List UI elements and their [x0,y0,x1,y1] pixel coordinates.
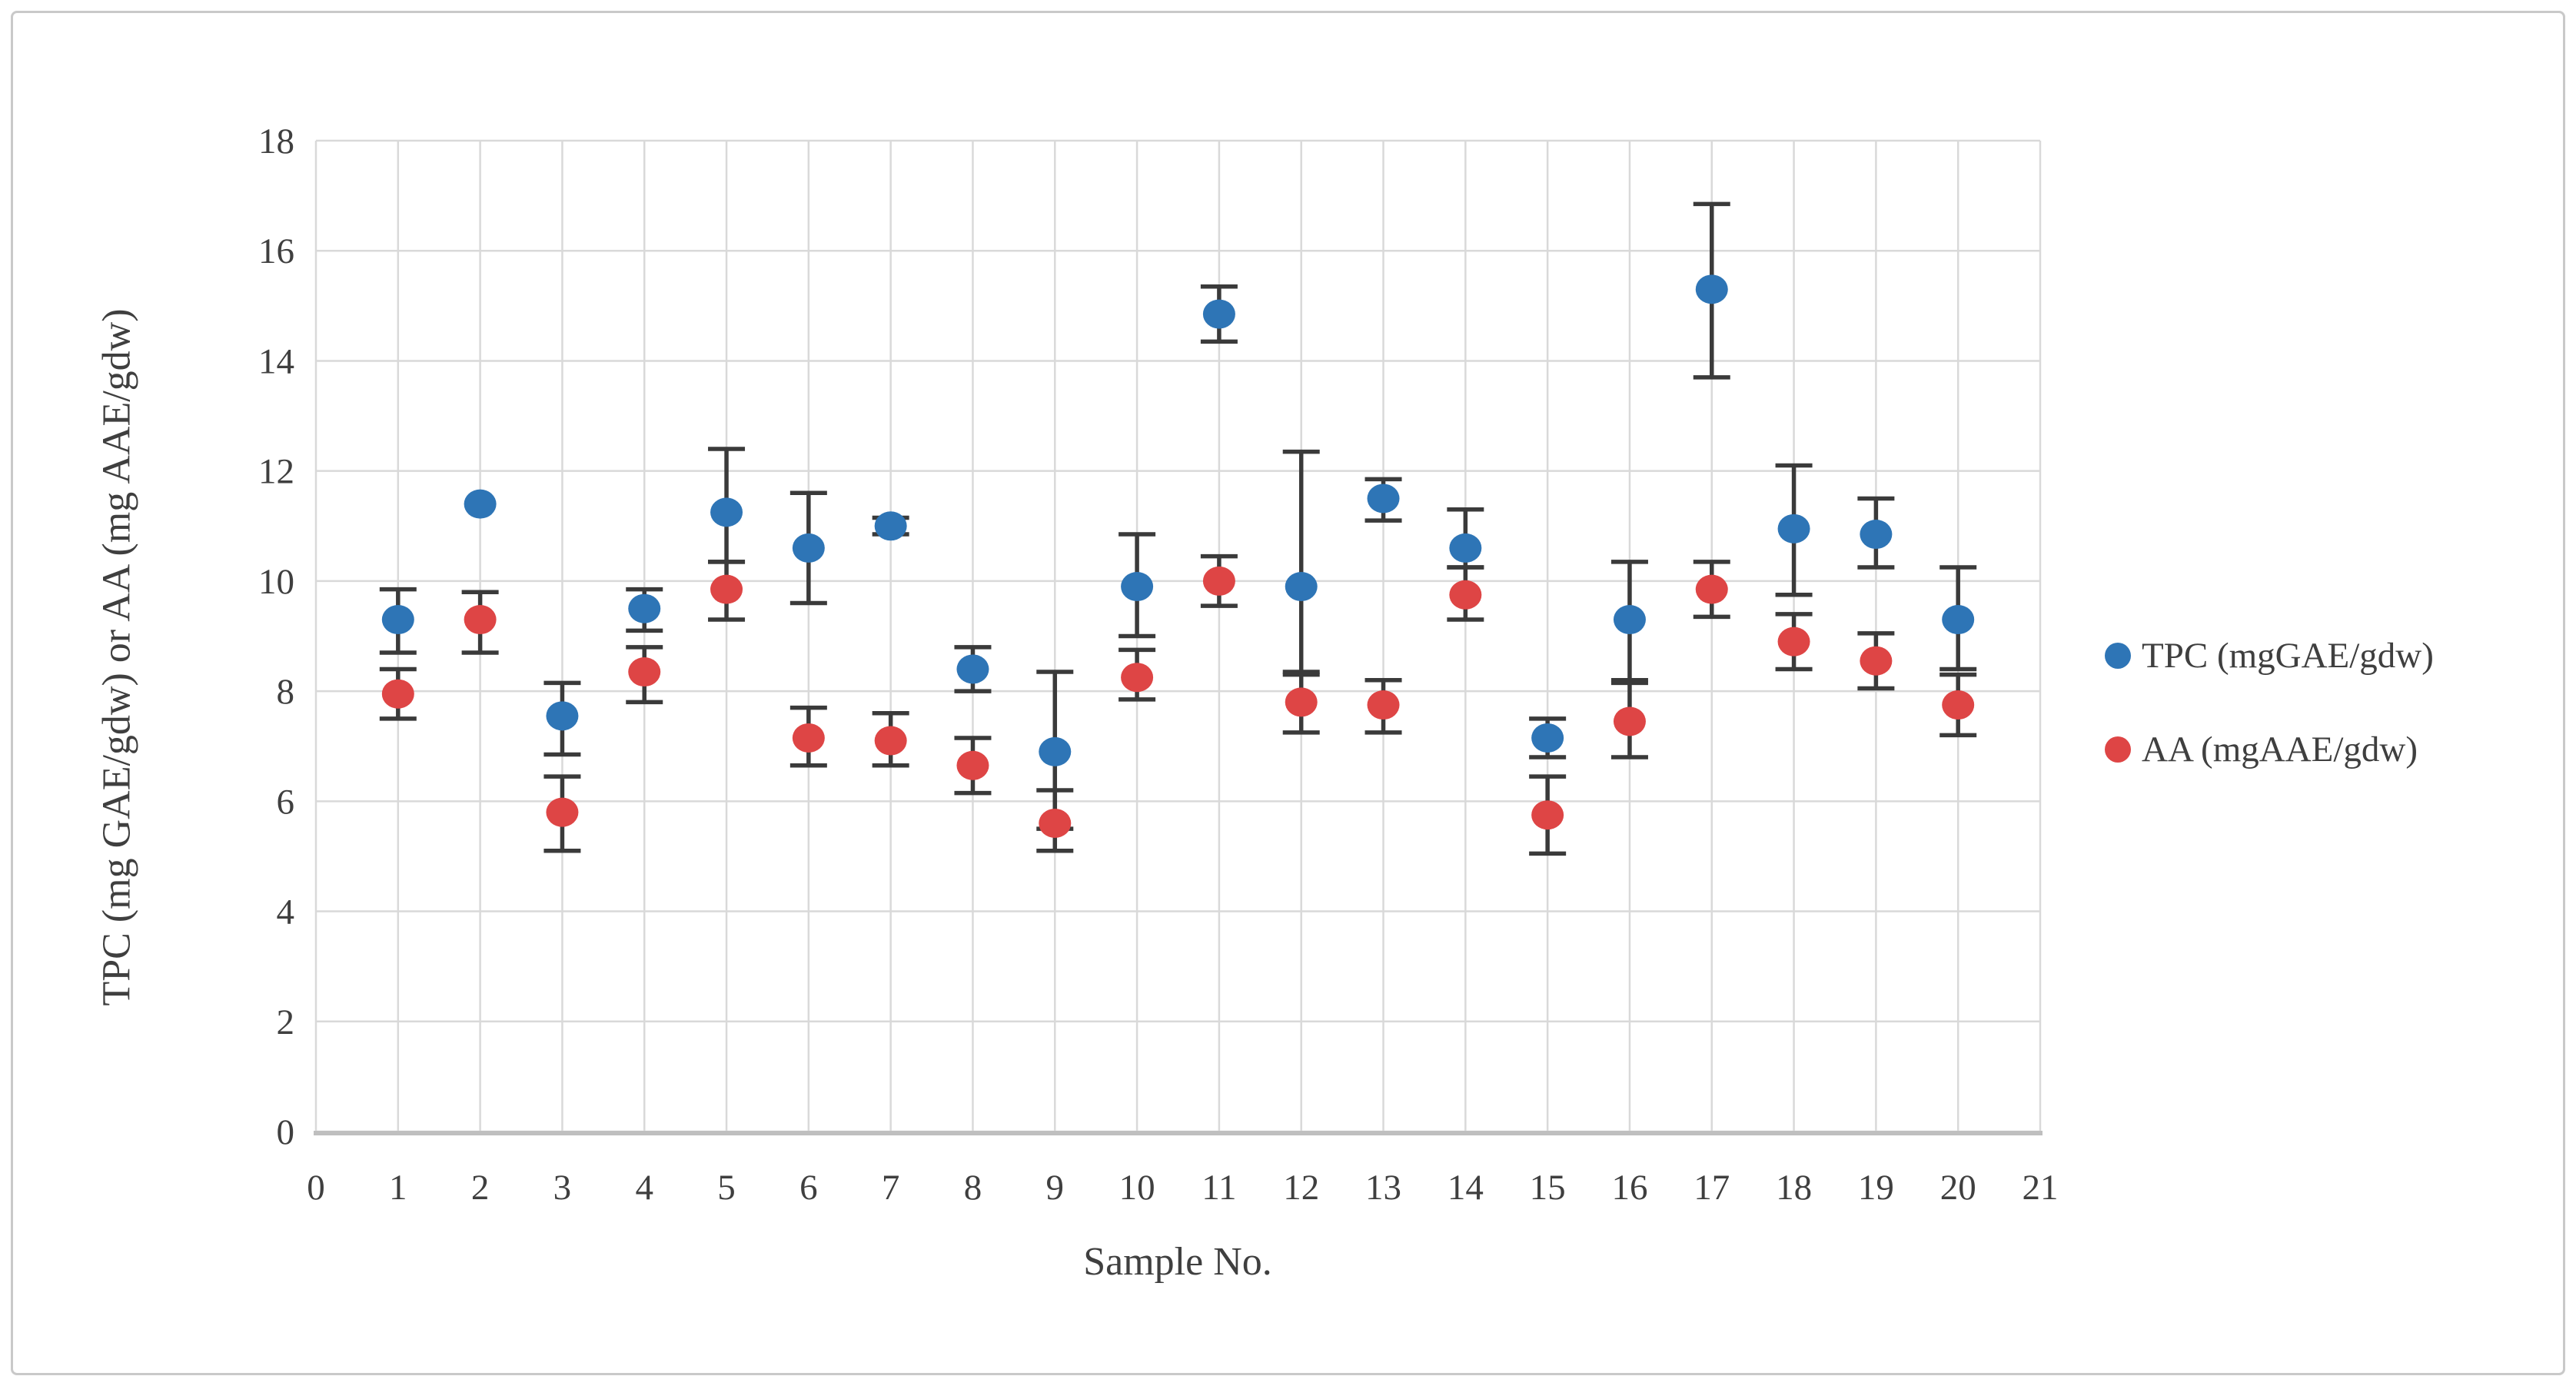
x-tick-label: 5 [717,1168,736,1208]
x-tick-label: 4 [635,1168,653,1208]
aa-data-point [381,679,414,709]
x-tick-label: 20 [1940,1168,1976,1208]
aa-data-point [1695,574,1728,604]
legend: TPC (mgGAE/gdw) AA (mgAAE/gdw) [2105,635,2434,770]
x-tick-label: 8 [964,1168,982,1208]
tpc-data-point [1449,533,1482,563]
x-tick-label: 16 [1611,1168,1647,1208]
x-tick-label: 0 [307,1168,325,1208]
tpc-data-point [1202,299,1235,329]
y-tick-label: 6 [277,782,295,822]
tpc-data-point [1942,605,1975,635]
aa-data-point [1285,687,1318,717]
x-tick-label: 12 [1283,1168,1319,1208]
data-points-aa [381,566,1975,838]
y-tick-label: 18 [258,121,294,161]
aa-data-point [710,574,743,604]
tpc-data-point [1367,484,1400,514]
x-tick-label: 9 [1046,1168,1065,1208]
tpc-data-point [792,533,825,563]
data-points-tpc [381,274,1975,766]
tpc-data-point [1695,274,1728,304]
x-tick-label: 6 [799,1168,818,1208]
aa-data-point [1367,690,1400,720]
x-tick-label: 14 [1448,1168,1484,1208]
aa-data-point [1039,808,1072,838]
x-tick-label: 13 [1365,1168,1401,1208]
x-tick-label: 21 [2023,1168,2059,1208]
y-tick-label: 16 [258,231,294,271]
aa-data-point [546,797,579,827]
legend-label-tpc: TPC (mgGAE/gdw) [2142,636,2434,676]
error-bars-aa [379,553,1977,856]
tpc-data-point [710,497,743,527]
tpc-series-marker-icon [2105,643,2131,669]
tpc-data-point [1613,605,1646,635]
aa-data-point [792,723,825,753]
tpc-data-point [1777,514,1810,543]
y-tick-label: 10 [258,562,294,602]
x-axis-title: Sample No. [1083,1240,1272,1284]
error-bars-tpc [379,201,1977,831]
tpc-data-point [1860,520,1893,550]
x-tick-label: 10 [1119,1168,1155,1208]
x-tick-label: 7 [882,1168,900,1208]
aa-data-point [628,657,661,687]
x-tick-label: 11 [1202,1168,1236,1208]
x-tick-label: 2 [471,1168,490,1208]
y-tick-label: 0 [277,1112,295,1152]
legend-item-aa: AA (mgAAE/gdw) [2105,729,2434,770]
x-tick-label: 15 [1530,1168,1566,1208]
x-tick-label: 18 [1776,1168,1812,1208]
tpc-data-point [381,605,414,635]
tpc-data-point [956,654,989,684]
tpc-data-point [1039,736,1072,766]
y-tick-label: 2 [277,1002,295,1042]
tpc-data-point [1121,572,1154,602]
legend-label-aa: AA (mgAAE/gdw) [2142,730,2418,769]
aa-data-point [1860,646,1893,676]
tpc-data-point [464,489,497,519]
tpc-data-point [546,701,579,731]
aa-data-point [1942,690,1975,720]
aa-data-point [956,750,989,780]
y-tick-labels: 0 2 4 6 8 10 12 14 16 18 [258,121,294,1152]
aa-data-point [874,726,907,756]
aa-series-marker-icon [2105,736,2131,763]
tpc-data-point [874,511,907,541]
y-tick-label: 12 [258,452,294,492]
x-tick-label: 17 [1694,1168,1730,1208]
tpc-data-point [628,593,661,623]
aa-data-point [1777,627,1810,656]
aa-data-point [464,605,497,635]
x-tick-label: 1 [389,1168,407,1208]
y-tick-label: 14 [258,341,294,381]
x-tick-label: 3 [553,1168,572,1208]
x-tick-labels: 0 1 2 3 4 5 6 7 8 9 10 11 12 13 14 15 16 17 18 19 20 21 [307,1168,2058,1208]
tpc-data-point [1531,723,1564,753]
y-tick-label: 4 [277,892,295,932]
legend-item-tpc: TPC (mgGAE/gdw) [2105,635,2434,676]
aa-data-point [1121,663,1154,693]
aa-data-point [1531,800,1564,830]
y-tick-label: 8 [277,672,295,712]
aa-data-point [1613,706,1646,736]
tpc-data-point [1285,572,1318,602]
aa-data-point [1202,566,1235,596]
aa-data-point [1449,580,1482,610]
x-tick-label: 19 [1858,1168,1894,1208]
y-axis-title: TPC (mg GAE/gdw) or AA (mg AAE/gdw) [95,308,139,1006]
